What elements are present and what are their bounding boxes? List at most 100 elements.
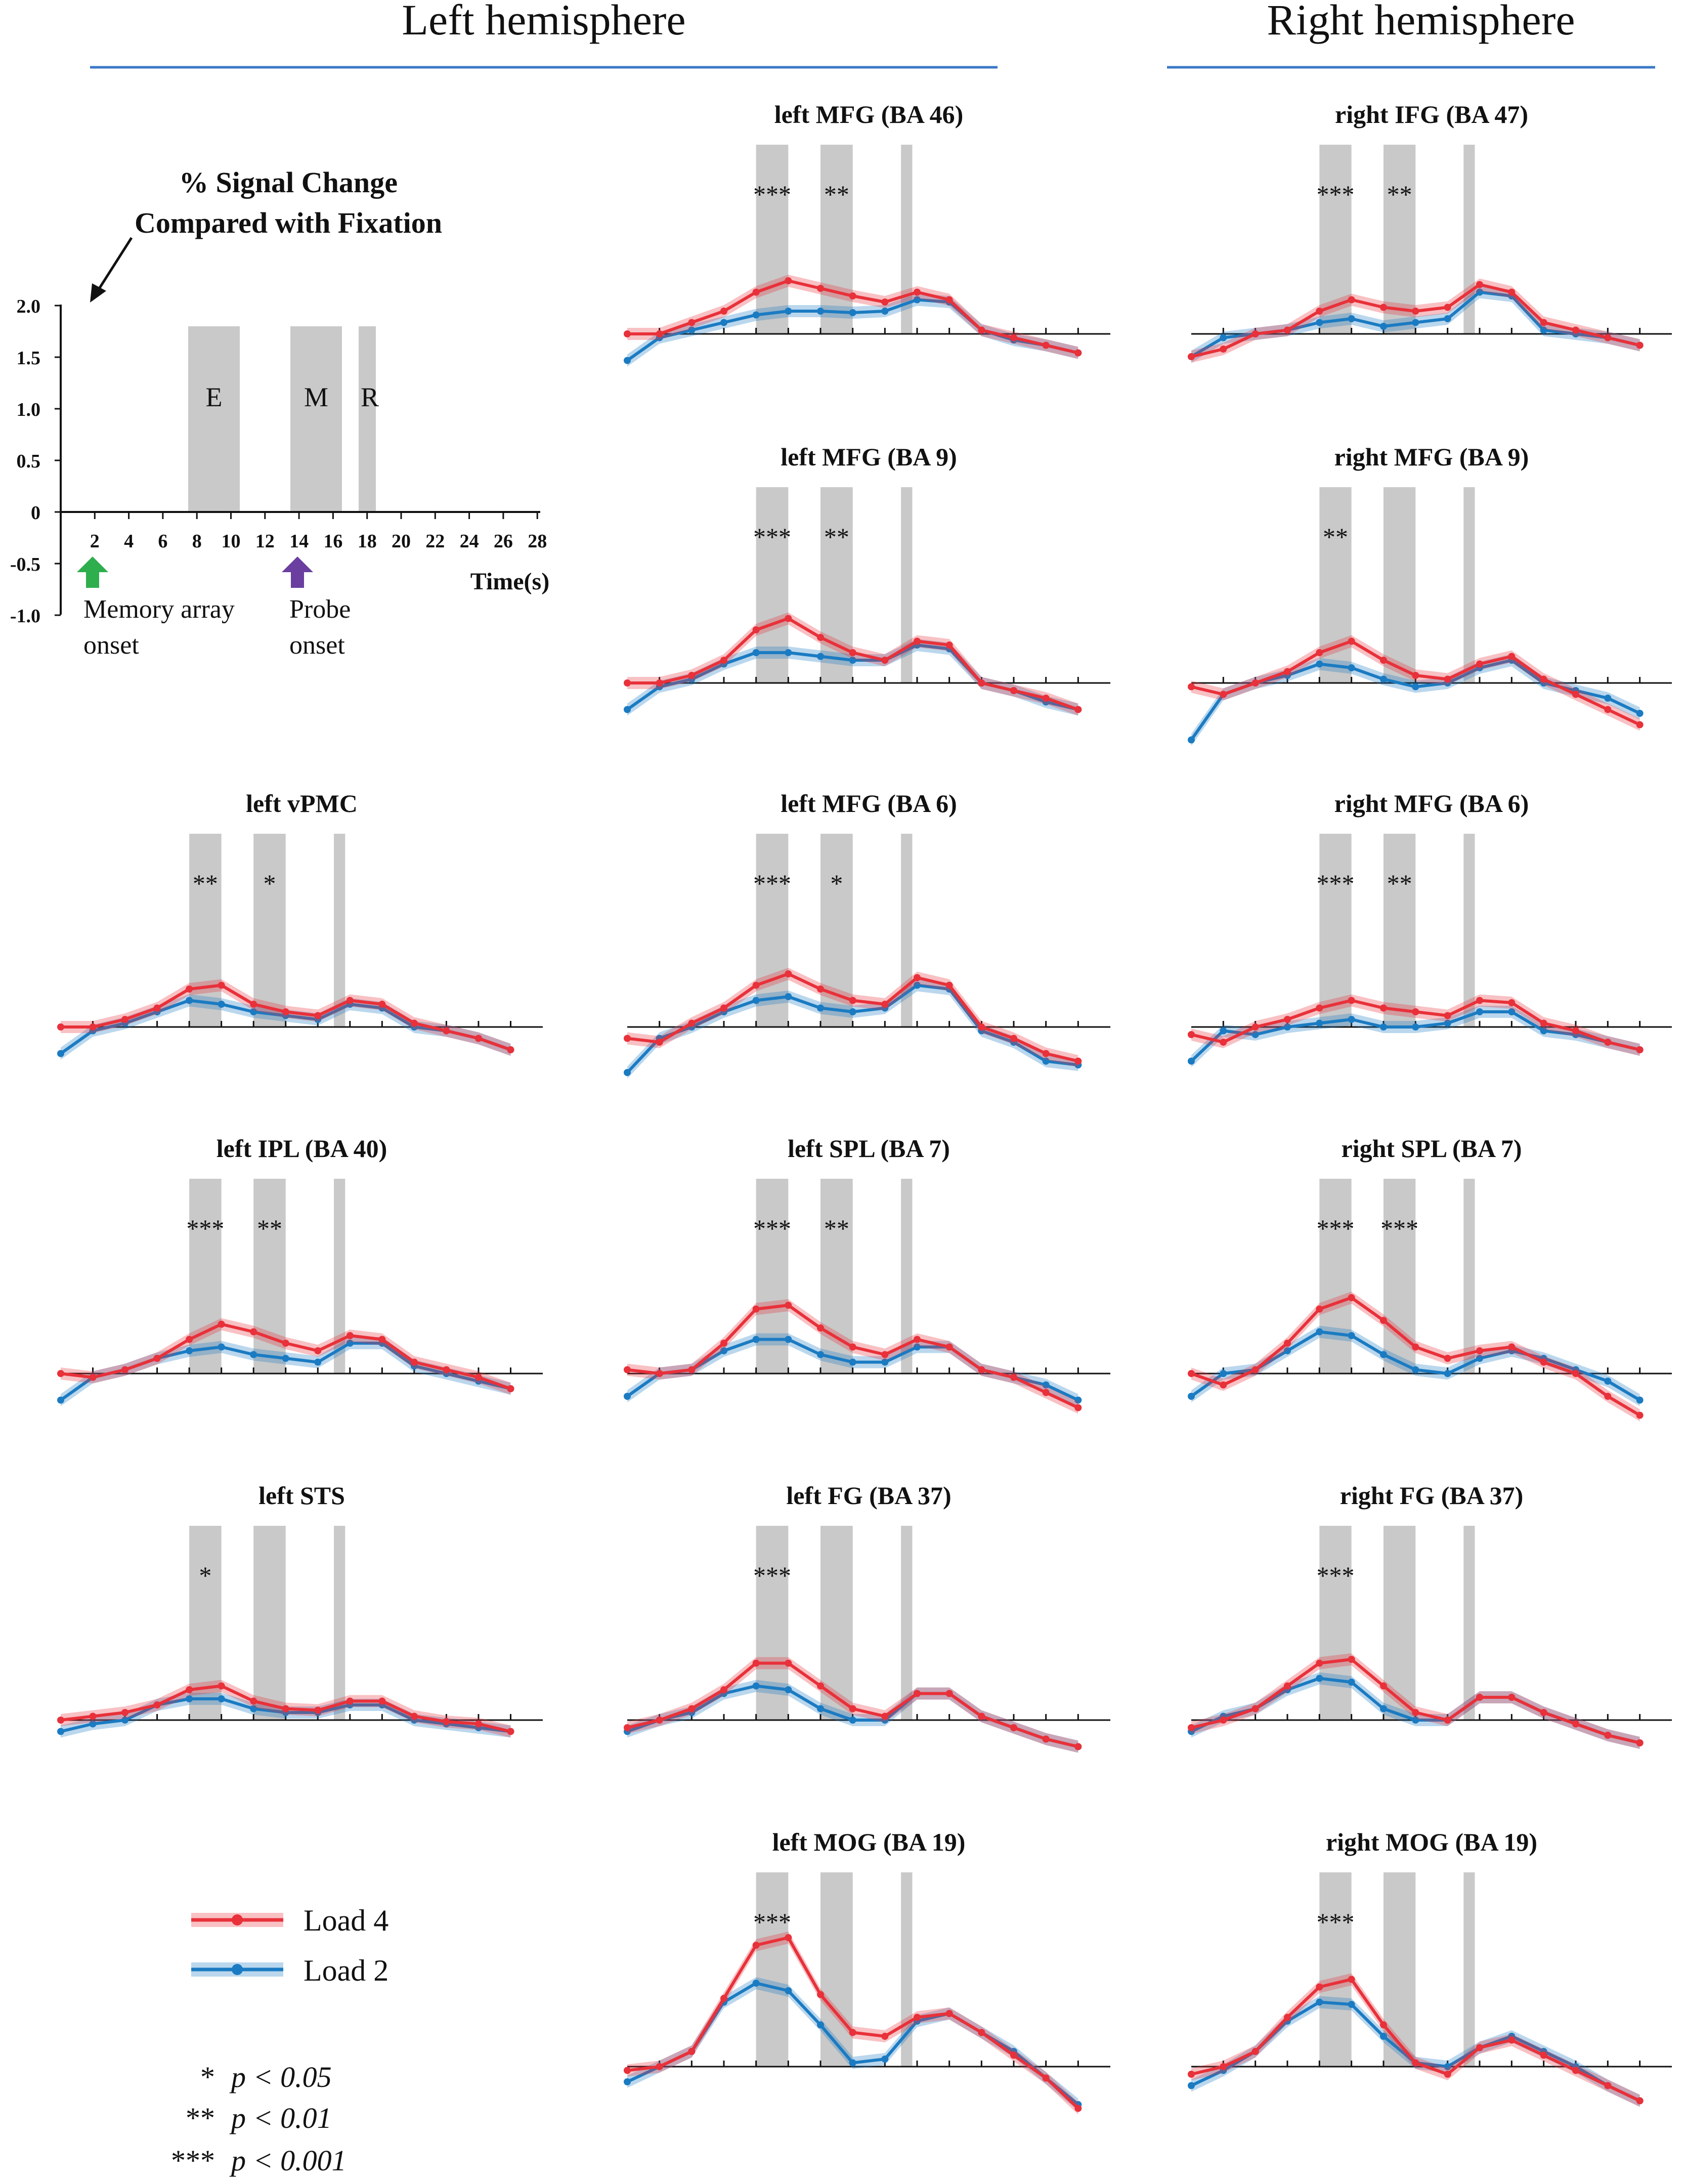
data-point [945, 1690, 953, 1697]
data-point [1188, 2082, 1195, 2089]
data-point [849, 657, 856, 664]
data-point [881, 1351, 889, 1358]
data-point [89, 1712, 97, 1720]
data-point [785, 308, 792, 315]
legend-load2-label: Load 2 [304, 1954, 388, 1987]
data-point [1316, 1004, 1323, 1012]
data-point [378, 1697, 386, 1705]
data-point [314, 1012, 322, 1019]
data-point [153, 1701, 161, 1708]
data-point [1444, 304, 1451, 311]
data-point [1284, 1340, 1291, 1347]
data-point [1412, 1709, 1419, 1716]
data-point [1316, 1983, 1323, 1991]
data-point [785, 1659, 792, 1667]
series-error-band [627, 275, 1078, 359]
legend-load4-marker [232, 1914, 243, 1925]
phase-bar [820, 1526, 853, 1720]
significance-stars: *** [1317, 1908, 1355, 1936]
sig-stars-3: *** [171, 2144, 215, 2177]
data-point [1572, 1370, 1579, 1377]
data-point [1188, 683, 1195, 691]
data-point [89, 1023, 97, 1031]
phase-bar [901, 1526, 913, 1720]
data-point [378, 1336, 386, 1343]
panel-title: left MOG (BA 19) [772, 1828, 966, 1856]
phase-E-label: E [206, 382, 223, 412]
significance-stars: ** [824, 180, 849, 208]
data-point [881, 308, 889, 315]
significance-stars: ** [824, 1214, 849, 1243]
data-point [1412, 2059, 1419, 2067]
series-error-band [61, 1318, 511, 1395]
roi-panel: left IPL (BA 40)*** ** [57, 1134, 543, 1406]
data-point [1604, 1393, 1612, 1400]
sig-text-1: p < 0.05 [229, 2061, 332, 2093]
roi-panel: left MFG (BA 9)*** ** [624, 443, 1110, 716]
data-point [1251, 2048, 1259, 2055]
data-point [1636, 1739, 1644, 1746]
data-point [624, 357, 631, 364]
data-point [1508, 999, 1516, 1006]
data-point [1010, 1035, 1017, 1042]
phase-bar [1463, 834, 1475, 1027]
data-point [1380, 1351, 1387, 1358]
data-point [720, 319, 727, 326]
data-point [1284, 326, 1291, 334]
series-error-band [627, 968, 1078, 1067]
data-point [881, 2033, 889, 2040]
data-point [817, 2021, 824, 2029]
phase-bar [756, 487, 789, 683]
data-point [817, 1004, 824, 1012]
data-point [346, 1340, 354, 1347]
data-point [1444, 1012, 1451, 1019]
data-point [1540, 2051, 1547, 2059]
data-point [656, 1039, 663, 1046]
data-point [945, 1343, 953, 1351]
data-point [1042, 1735, 1050, 1743]
probe-onset-arrow-icon [282, 556, 313, 588]
example-y-tick-label: -0.5 [10, 554, 40, 575]
phase-bar [901, 834, 913, 1027]
data-point [624, 330, 631, 337]
panel-title: left SPL (BA 7) [788, 1134, 950, 1163]
data-point [1316, 1998, 1323, 2006]
data-point [378, 1001, 386, 1008]
example-y-tick-label: 1.0 [17, 399, 41, 420]
data-point [785, 1686, 792, 1693]
legend-load2-marker [232, 1964, 243, 1975]
data-point [914, 1336, 921, 1343]
data-point [881, 1001, 889, 1008]
data-point [1604, 695, 1612, 702]
data-point [1380, 2033, 1387, 2040]
data-point [57, 1728, 64, 1735]
data-point [1412, 1023, 1419, 1031]
data-point [1508, 1694, 1516, 1701]
data-point [1572, 1720, 1579, 1728]
roi-panel: left vPMC** * [57, 789, 543, 1060]
series-error-band [627, 1932, 1078, 2115]
data-point [914, 981, 921, 989]
data-point [250, 1008, 257, 1015]
data-point [346, 1332, 354, 1339]
data-point [1444, 2063, 1451, 2070]
data-point [817, 986, 824, 993]
sig-stars-1: * [200, 2061, 215, 2093]
data-point [1444, 1355, 1451, 1362]
data-point [57, 1023, 64, 1031]
phase-bar [1319, 1526, 1352, 1720]
data-point [688, 326, 696, 334]
data-point [1188, 2071, 1195, 2078]
data-point [849, 1008, 856, 1015]
data-point [186, 986, 193, 993]
roi-panel: right FG (BA 37) *** [1188, 1481, 1672, 1749]
data-point [1042, 2074, 1050, 2082]
data-point [1412, 672, 1419, 679]
series-line [1191, 1978, 1640, 2103]
data-point [1604, 334, 1612, 341]
data-point [914, 288, 921, 296]
series-error-band [627, 293, 1078, 367]
data-point [1042, 1057, 1050, 1065]
phase-bar [901, 487, 913, 683]
phase-bar [820, 145, 853, 334]
